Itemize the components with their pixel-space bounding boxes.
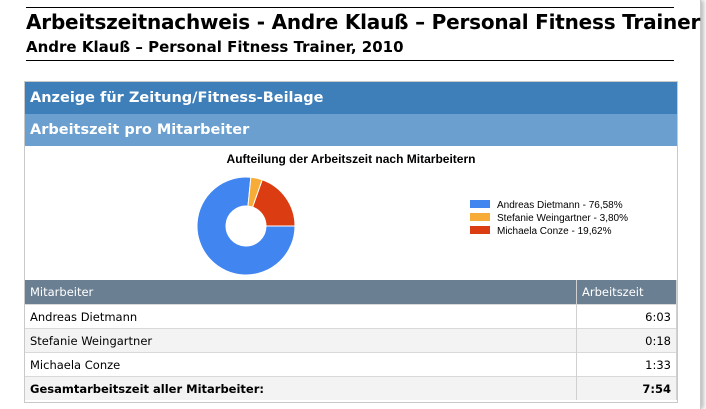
table-row: Andreas Dietmann 6:03: [25, 304, 677, 329]
legend-item: Stefanie Weingartner - 3,80%: [470, 212, 628, 225]
legend-label: Stefanie Weingartner - 3,80%: [497, 213, 629, 224]
legend-label: Andreas Dietmann - 76,58%: [497, 200, 623, 211]
work-time: 1:33: [576, 352, 677, 377]
legend-swatch: [470, 200, 490, 209]
legend-swatch: [470, 213, 490, 222]
table-total-row: Gesamtarbeitszeit aller Mitarbeiter: 7:5…: [25, 376, 677, 400]
donut-chart: [196, 176, 296, 276]
legend-item: Andreas Dietmann - 76,58%: [470, 199, 628, 212]
section-heading: Arbeitszeit pro Mitarbeiter: [25, 114, 677, 146]
project-heading: Anzeige für Zeitung/Fitness-Beilage: [25, 82, 677, 114]
legend-swatch: [470, 226, 490, 235]
column-header-time[interactable]: Arbeitszeit: [576, 280, 677, 305]
employee-name: Andreas Dietmann: [25, 304, 578, 329]
legend-label: Michaela Conze - 19,62%: [497, 226, 612, 237]
header-rule-top: [26, 7, 674, 8]
employee-name: Michaela Conze: [25, 352, 578, 377]
total-time: 7:54: [576, 376, 677, 400]
work-time: 0:18: [576, 328, 677, 353]
employee-name: Stefanie Weingartner: [25, 328, 578, 353]
page-subtitle: Andre Klauß – Personal Fitness Trainer, …: [26, 38, 404, 56]
page-title: Arbeitszeitnachweis - Andre Klauß – Pers…: [26, 10, 701, 34]
report-panel: Anzeige für Zeitung/Fitness-Beilage Arbe…: [24, 81, 678, 403]
pie-slice: [196, 176, 296, 276]
work-time: 6:03: [576, 304, 677, 329]
total-label: Gesamtarbeitszeit aller Mitarbeiter:: [25, 376, 578, 400]
legend-item: Michaela Conze - 19,62%: [470, 225, 628, 238]
column-header-employee[interactable]: Mitarbeiter: [25, 280, 578, 305]
chart-legend: Andreas Dietmann - 76,58% Stefanie Weing…: [470, 199, 628, 238]
table-row: Stefanie Weingartner 0:18: [25, 328, 677, 353]
pie-slice: [251, 179, 296, 227]
header-rule-bottom: [26, 60, 674, 61]
chart-area: Aufteilung der Arbeitszeit nach Mitarbei…: [25, 146, 677, 280]
chart-title: Aufteilung der Arbeitszeit nach Mitarbei…: [226, 152, 476, 166]
table-header-row: Mitarbeiter Arbeitszeit: [25, 280, 677, 305]
work-time-table: Mitarbeiter Arbeitszeit Andreas Dietmann…: [25, 280, 677, 400]
table-row: Michaela Conze 1:33: [25, 352, 677, 377]
